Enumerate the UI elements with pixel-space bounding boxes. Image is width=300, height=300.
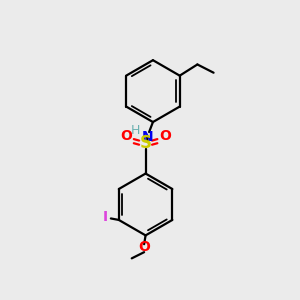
Text: H: H <box>130 124 140 137</box>
Text: N: N <box>142 130 154 144</box>
Text: I: I <box>102 210 107 224</box>
Text: S: S <box>140 134 152 152</box>
Text: O: O <box>159 129 171 143</box>
Text: O: O <box>138 240 150 254</box>
Text: O: O <box>120 129 132 143</box>
